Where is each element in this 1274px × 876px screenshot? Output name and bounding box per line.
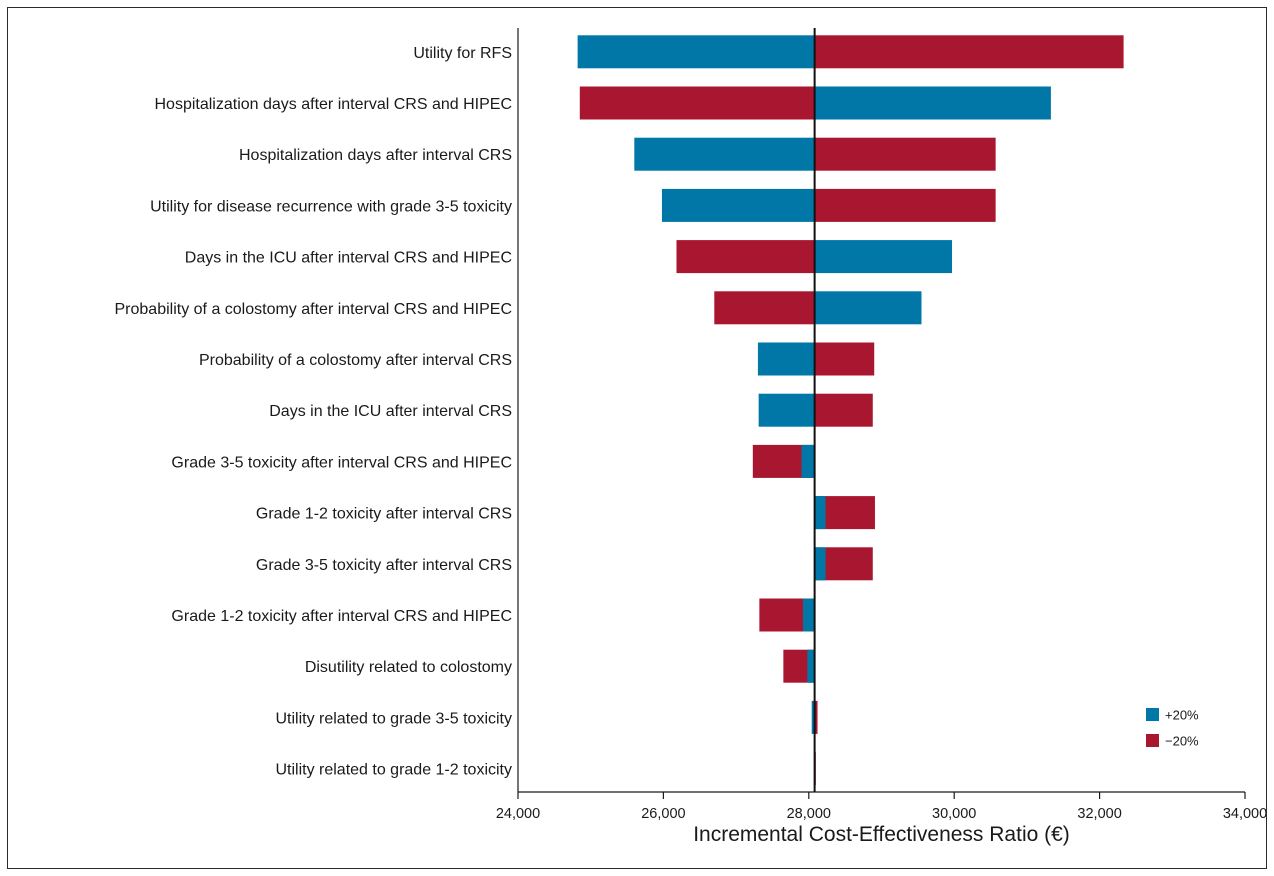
bar-minus20-6 — [714, 291, 815, 325]
x-axis-title: Incremental Cost-Effectiveness Ratio (€) — [693, 823, 1070, 846]
x-tick-label-4: 30,000 — [932, 806, 976, 822]
category-label-8: Days in the ICU after interval CRS — [269, 403, 512, 420]
bar-plus20-1 — [577, 35, 815, 69]
legend-label-minus20: −20% — [1165, 734, 1199, 749]
category-label-2: Hospitalization days after interval CRS … — [155, 96, 513, 113]
bar-plus20-9 — [801, 444, 815, 478]
legend-label-plus20: +20% — [1165, 708, 1199, 723]
category-label-1: Utility for RFS — [413, 45, 512, 62]
legend-swatch-plus20 — [1146, 708, 1159, 721]
legend: +20% −20% — [1146, 708, 1199, 749]
category-label-5: Days in the ICU after interval CRS and H… — [185, 250, 512, 267]
category-label-13: Disutility related to colostomy — [305, 659, 512, 676]
bar-plus20-10 — [814, 496, 826, 530]
bar-plus20-3 — [634, 137, 815, 171]
bar-plus20-11 — [814, 547, 826, 581]
bar-plus20-8 — [758, 393, 815, 427]
x-tick-label-2: 26,000 — [641, 806, 685, 822]
category-label-3: Hospitalization days after interval CRS — [239, 147, 512, 164]
bar-minus20-5 — [676, 240, 815, 274]
bar-minus20-8 — [814, 393, 873, 427]
bar-plus20-13 — [807, 649, 815, 683]
tornado-chart: 24,000 26,000 28,000 30,000 32,000 34,000 Uti… — [115, 28, 1266, 846]
bar-plus20-14 — [811, 700, 815, 734]
category-label-14: Utility related to grade 3-5 toxicity — [275, 710, 512, 727]
category-labels: Utility for RFS Hospitalization days afte… — [115, 45, 513, 779]
category-label-9: Grade 3-5 toxicity after interval CRS an… — [171, 454, 512, 471]
legend-swatch-minus20 — [1146, 734, 1159, 747]
bar-plus20-12 — [802, 598, 815, 632]
bar-plus20-5 — [814, 240, 953, 274]
x-tick-label-6: 34,000 — [1223, 806, 1266, 822]
bar-minus20-4 — [814, 188, 996, 222]
x-tick-label-5: 32,000 — [1077, 806, 1121, 822]
bar-plus20-6 — [814, 291, 922, 325]
bar-plus20-4 — [661, 188, 815, 222]
bar-minus20-7 — [814, 342, 875, 376]
x-axis: 24,000 26,000 28,000 30,000 32,000 34,000 — [496, 28, 1266, 822]
chart-frame: 24,000 26,000 28,000 30,000 32,000 34,000 Uti… — [7, 7, 1267, 869]
bar-plus20-7 — [757, 342, 815, 376]
bar-minus20-14 — [814, 700, 818, 734]
category-label-4: Utility for disease recurrence with grad… — [150, 198, 512, 215]
bar-minus20-2 — [579, 86, 815, 120]
bar-minus20-1 — [814, 35, 1124, 69]
x-tick-label-3: 28,000 — [787, 806, 831, 822]
bar-minus20-3 — [814, 137, 996, 171]
category-label-7: Probability of a colostomy after interva… — [199, 352, 512, 369]
bar-plus20-2 — [814, 86, 1051, 120]
x-tick-label-1: 24,000 — [496, 806, 540, 822]
category-label-11: Grade 3-5 toxicity after interval CRS — [256, 557, 512, 574]
category-label-15: Utility related to grade 1-2 toxicity — [275, 762, 512, 779]
category-label-6: Probability of a colostomy after interva… — [115, 301, 513, 318]
bars-layer — [577, 35, 1124, 786]
category-label-12: Grade 1-2 toxicity after interval CRS an… — [171, 608, 512, 625]
category-label-10: Grade 1-2 toxicity after interval CRS — [256, 506, 512, 523]
